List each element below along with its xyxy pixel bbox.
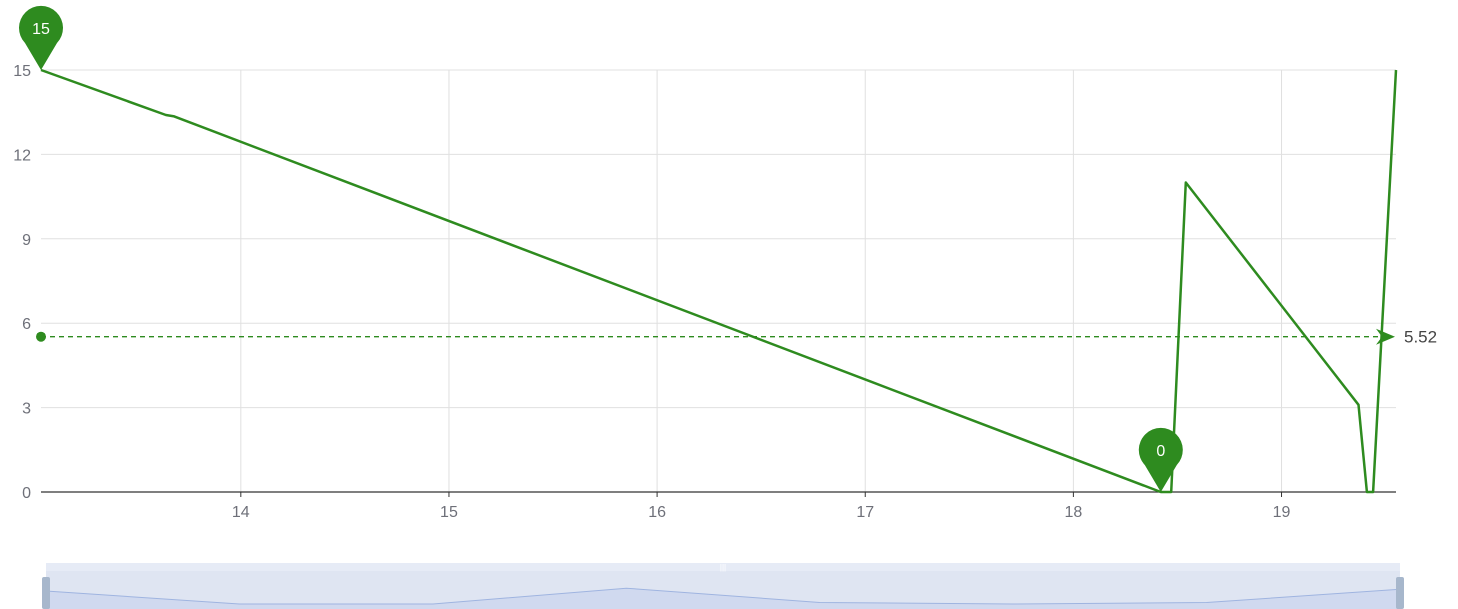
x-tick-label: 16	[648, 504, 666, 521]
x-tick-label: 14	[232, 504, 250, 521]
y-tick-label: 15	[13, 63, 31, 80]
x-tick-label: 15	[440, 504, 458, 521]
zoom-handle-left[interactable]	[42, 577, 50, 609]
y-tick-label: 12	[13, 147, 31, 164]
x-tick-label: 19	[1273, 504, 1291, 521]
mark-point-pin	[19, 5, 64, 70]
data-zoom-slider[interactable]: |||	[42, 563, 1404, 609]
series-line	[40, 68, 1398, 494]
zoom-handle-right[interactable]	[1396, 577, 1404, 609]
zoom-slider-top-bar[interactable]	[46, 563, 1400, 571]
y-tick-label: 3	[22, 401, 31, 418]
mark-line-label: 5.52	[1404, 328, 1437, 347]
mark-point-pin	[1138, 427, 1183, 492]
mark-points: 15 0	[19, 5, 1183, 492]
mark-point-label: 0	[1156, 443, 1165, 460]
series-layer	[40, 68, 1398, 494]
zoom-grip-icon[interactable]: |||	[720, 563, 726, 572]
axes: 0 3 6 9 12 15 14 15 16 17 18 19	[13, 63, 1396, 521]
y-tick-label: 0	[22, 485, 31, 502]
grid-lines	[41, 69, 1396, 492]
y-tick-label: 6	[22, 316, 31, 333]
x-tick-label: 18	[1064, 504, 1082, 521]
mark-point-label: 15	[32, 21, 50, 38]
zoom-preview-line	[45, 587, 1401, 605]
x-tick-label: 17	[856, 504, 874, 521]
average-mark-line: 5.52	[36, 328, 1437, 347]
mark-line-arrow	[1376, 328, 1395, 345]
y-tick-label: 9	[22, 232, 31, 249]
